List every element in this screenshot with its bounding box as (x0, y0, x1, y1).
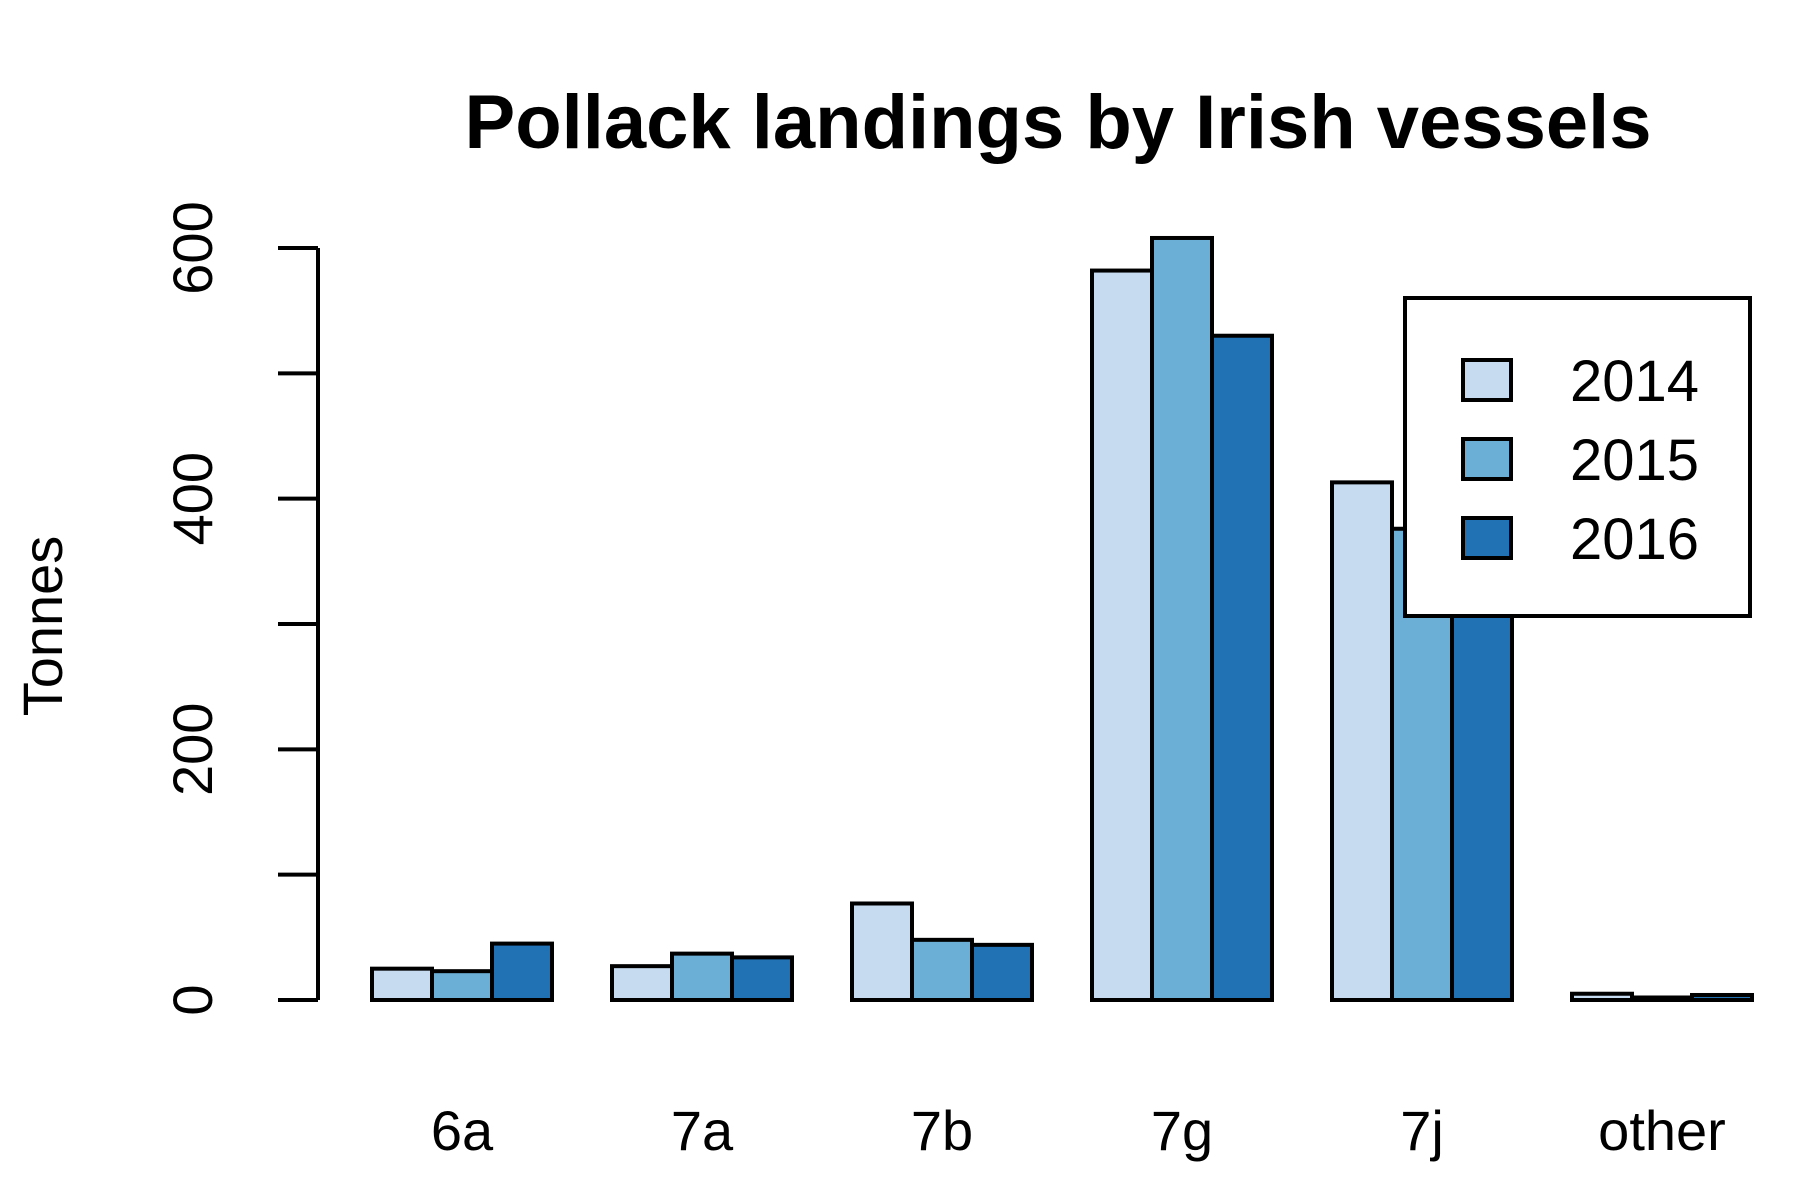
bar (490, 941, 554, 1002)
bars (370, 235, 1754, 1003)
legend-label: 2015 (1570, 428, 1699, 493)
bar (370, 966, 434, 1003)
bar (1690, 992, 1754, 1003)
x-tick-label: 7j (1400, 1099, 1444, 1162)
x-tick-label: 7b (911, 1099, 973, 1162)
bar (970, 942, 1034, 1002)
bar (730, 955, 794, 1002)
legend: 2014 2015 2016 (1403, 296, 1752, 618)
y-tick-label: 0 (161, 984, 224, 1015)
legend-swatch (1461, 358, 1513, 402)
chart-title: Pollack landings by Irish vessels (465, 80, 1652, 165)
bar (1570, 991, 1634, 1003)
x-tick-label: 7g (1151, 1099, 1213, 1162)
y-tick-label: 200 (161, 703, 224, 796)
bar (1090, 268, 1154, 1002)
bar (610, 964, 674, 1002)
legend-swatch (1461, 437, 1513, 481)
y-tick-label: 400 (161, 452, 224, 545)
y-tick-label: 600 (161, 201, 224, 294)
legend-swatch (1461, 516, 1513, 560)
x-tick-label: 7a (671, 1099, 734, 1162)
x-tick-label: 6a (431, 1099, 494, 1162)
y-axis: 0 200 400 600 (161, 201, 320, 1016)
legend-label: 2014 (1570, 349, 1699, 414)
x-tick-label: other (1598, 1099, 1726, 1162)
x-axis-labels: 6a 7a 7b 7g 7j other (431, 1099, 1726, 1162)
bar (910, 937, 974, 1003)
y-axis-label: Tonnes (11, 536, 74, 717)
legend-label: 2016 (1570, 507, 1699, 572)
bar (1330, 480, 1394, 1002)
bar (1450, 571, 1514, 1002)
bar (670, 951, 734, 1002)
bar (850, 901, 914, 1003)
bar (1630, 995, 1694, 1003)
bar (430, 969, 494, 1003)
bar (1210, 333, 1274, 1002)
bar (1150, 235, 1214, 1002)
